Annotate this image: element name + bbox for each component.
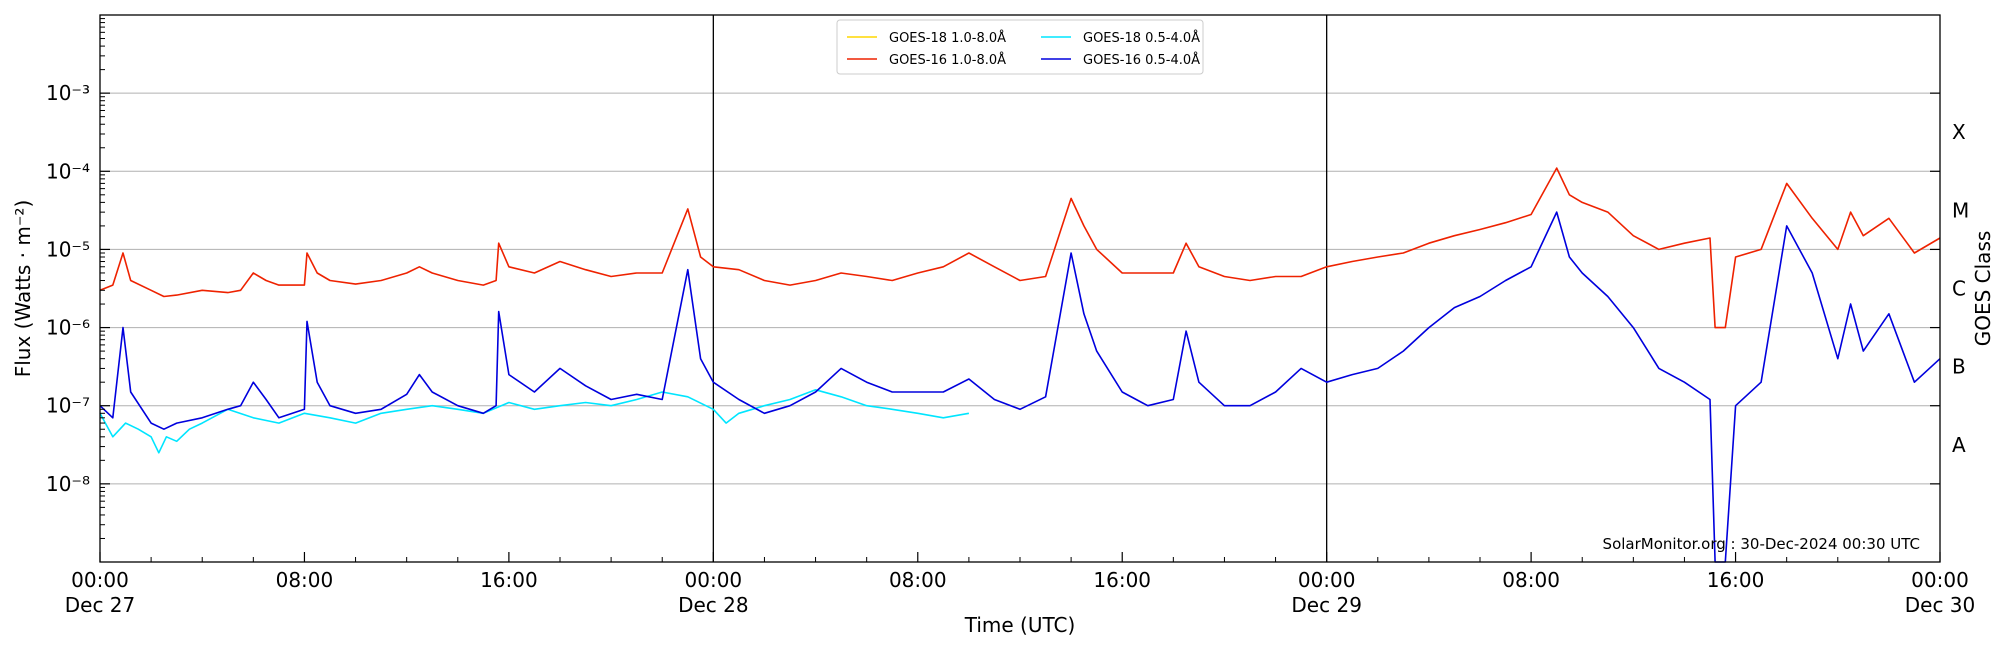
x-tick-date-label: Dec 28 bbox=[678, 593, 749, 617]
series-line bbox=[99, 167, 1941, 329]
x-tick-label: 08:00 bbox=[276, 568, 334, 592]
y-tick-label: 10⁻⁴ bbox=[46, 159, 90, 183]
x-tick-label: 00:00 bbox=[1298, 568, 1356, 592]
x-tick-label: 16:00 bbox=[480, 568, 538, 592]
x-tick-date-label: Dec 29 bbox=[1291, 593, 1362, 617]
x-tick-label: 00:00 bbox=[71, 568, 129, 592]
goes-class-label: X bbox=[1952, 120, 1966, 144]
y-axis-right-label: GOES Class bbox=[1971, 231, 1995, 347]
legend-label: GOES-16 1.0-8.0Å bbox=[889, 52, 1006, 68]
x-tick-label: 08:00 bbox=[889, 568, 947, 592]
goes-class-label: B bbox=[1952, 355, 1966, 379]
goes-class-label: M bbox=[1952, 198, 1969, 222]
y-tick-label: 10⁻⁸ bbox=[46, 472, 90, 496]
credit-text: SolarMonitor.org : 30-Dec-2024 00:30 UTC bbox=[1603, 535, 1920, 553]
goes-class-label: A bbox=[1952, 433, 1966, 457]
x-tick-date-label: Dec 27 bbox=[65, 593, 136, 617]
series-line bbox=[99, 389, 970, 454]
x-tick-date-label: Dec 30 bbox=[1905, 593, 1976, 617]
y-axis-label: Flux (Watts · m⁻²) bbox=[11, 200, 35, 378]
y-tick-label: 10⁻⁷ bbox=[46, 394, 90, 418]
y-tick-label: 10⁻⁵ bbox=[46, 237, 90, 261]
y-tick-label: 10⁻⁶ bbox=[46, 316, 90, 340]
x-tick-label: 00:00 bbox=[1911, 568, 1969, 592]
legend-label: GOES-18 0.5-4.0Å bbox=[1083, 30, 1200, 46]
x-tick-label: 16:00 bbox=[1093, 568, 1151, 592]
y-tick-label: 10⁻³ bbox=[46, 81, 90, 105]
x-tick-label: 00:00 bbox=[685, 568, 743, 592]
legend: GOES-18 1.0-8.0Å GOES-16 1.0-8.0Å GOES-18 … bbox=[836, 19, 1204, 75]
x-tick-label: 08:00 bbox=[1502, 568, 1560, 592]
legend-label: GOES-18 1.0-8.0Å bbox=[889, 30, 1006, 46]
goes-class-label: C bbox=[1952, 277, 1966, 301]
plot-frame bbox=[99, 14, 1941, 563]
x-tick-label: 16:00 bbox=[1707, 568, 1765, 592]
x-axis-label: Time (UTC) bbox=[964, 613, 1076, 637]
legend-box bbox=[836, 19, 1204, 75]
grid-layer bbox=[100, 15, 1940, 562]
series-line bbox=[99, 211, 1941, 563]
series-layer bbox=[99, 167, 1941, 563]
legend-label: GOES-16 0.5-4.0Å bbox=[1083, 52, 1200, 68]
